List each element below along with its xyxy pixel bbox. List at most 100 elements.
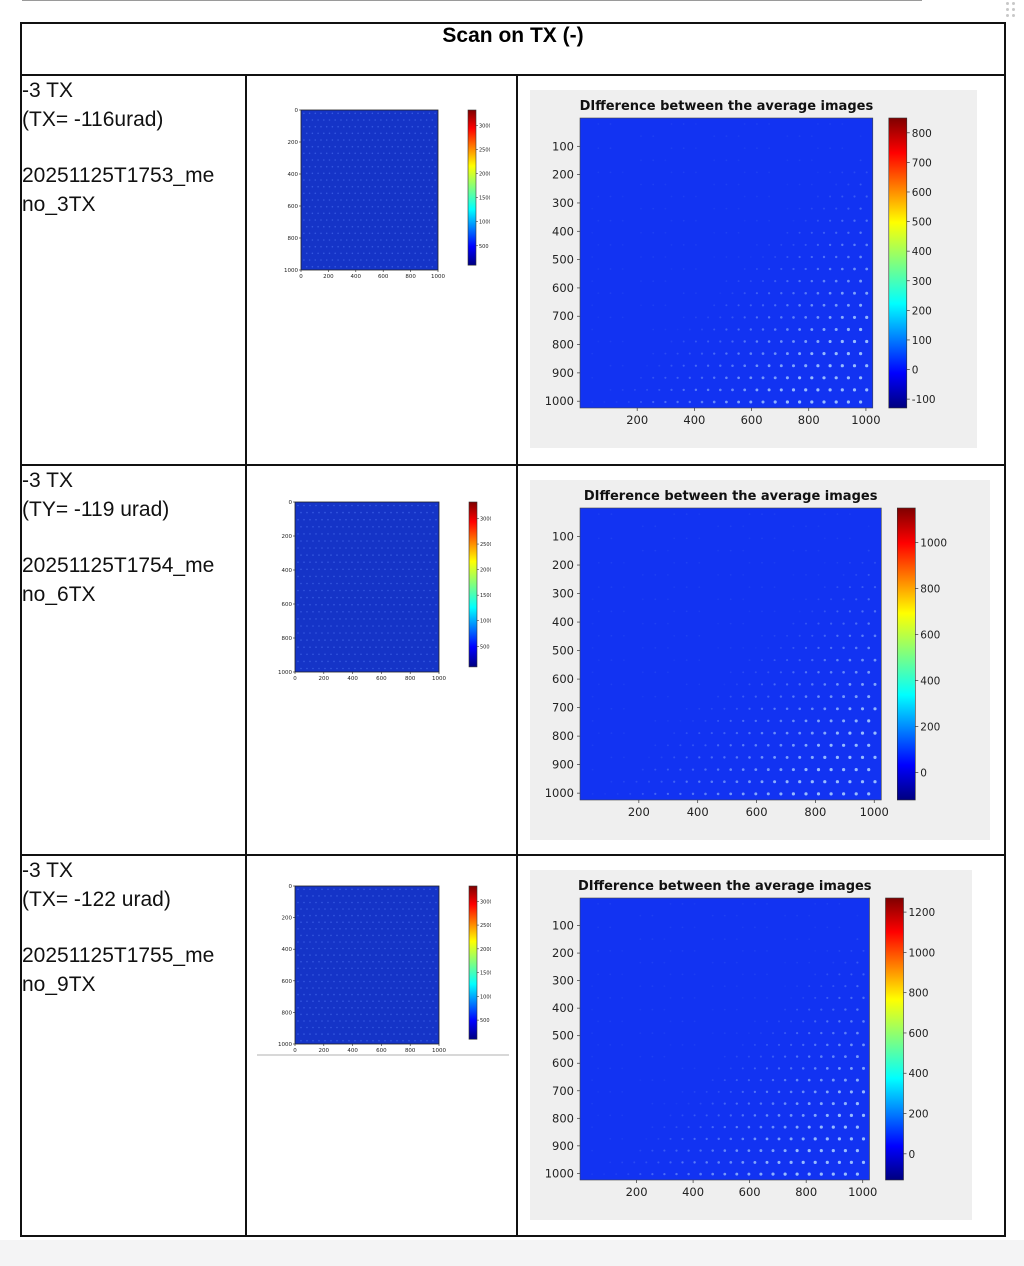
spot-mark — [432, 568, 434, 570]
spot-mark — [351, 617, 353, 620]
spot-mark — [403, 159, 405, 161]
spot-mark — [591, 985, 593, 988]
spot-mark — [384, 948, 386, 950]
spot-mark — [428, 219, 431, 221]
spot-mark — [648, 756, 650, 759]
spot-mark — [342, 1000, 344, 1003]
spot-mark — [348, 1013, 350, 1016]
spot-mark — [369, 603, 371, 606]
spot-mark — [759, 1126, 763, 1129]
spot-mark — [377, 165, 379, 168]
spot-mark — [873, 634, 877, 637]
spot-mark — [321, 994, 323, 996]
spot-mark — [366, 667, 368, 670]
spot-mark — [340, 239, 342, 241]
spot-mark — [402, 667, 404, 670]
spot-mark — [623, 756, 625, 759]
x-tick-label: 1000 — [432, 676, 446, 682]
spot-mark — [311, 159, 314, 161]
spot-mark — [348, 639, 350, 641]
spot-mark — [691, 743, 695, 747]
spot-mark — [369, 589, 371, 592]
spot-mark — [320, 192, 322, 195]
spot-mark — [366, 921, 368, 924]
spot-mark — [388, 219, 391, 221]
spot-mark — [867, 622, 870, 625]
spot-mark — [314, 165, 317, 168]
spot-mark — [652, 256, 655, 258]
spot-mark — [754, 695, 757, 698]
spot-mark — [309, 1033, 311, 1036]
spot-mark — [723, 755, 726, 759]
spot-mark — [399, 1033, 401, 1036]
spot-mark — [330, 653, 332, 655]
spot-mark — [627, 401, 630, 404]
spot-mark — [817, 670, 820, 674]
spot-mark — [394, 192, 396, 195]
spot-mark — [741, 1114, 745, 1117]
spot-mark — [383, 219, 385, 221]
spot-mark — [323, 239, 325, 241]
spot-mark — [723, 962, 726, 964]
spot-mark — [300, 961, 302, 963]
spot-mark — [343, 179, 345, 181]
spot-mark — [317, 252, 319, 255]
spot-mark — [431, 252, 434, 255]
spot-mark — [755, 316, 759, 319]
spot-mark — [621, 997, 624, 1000]
spot-mark — [836, 585, 839, 588]
spot-mark — [842, 622, 845, 625]
spot-mark — [384, 539, 386, 542]
spot-mark — [383, 179, 385, 181]
spot-mark — [369, 994, 371, 996]
spot-mark — [351, 660, 353, 662]
spot-mark — [639, 1173, 642, 1176]
spot-mark — [339, 888, 341, 891]
spot-mark — [327, 941, 329, 944]
drag-handle-icon[interactable] — [1006, 2, 1020, 20]
spot-mark — [333, 546, 335, 549]
spot-mark — [853, 291, 856, 295]
colorbar-tick-label: 500 — [479, 244, 489, 250]
spot-mark — [387, 575, 389, 577]
spot-mark — [767, 646, 770, 649]
spot-mark — [428, 165, 431, 168]
spot-mark — [354, 653, 356, 655]
spot-mark — [360, 1027, 362, 1029]
spot-mark — [414, 974, 416, 977]
spot-mark — [325, 125, 328, 128]
spot-mark — [804, 622, 808, 625]
spot-mark — [669, 997, 672, 1000]
spot-mark — [357, 646, 359, 648]
spot-mark — [403, 239, 405, 241]
spot-mark — [372, 961, 374, 963]
spot-mark — [426, 525, 428, 528]
spot-mark — [408, 185, 411, 188]
spot-mark — [852, 364, 857, 368]
spot-mark — [405, 631, 407, 634]
spot-mark — [337, 125, 339, 128]
spot-mark — [360, 961, 362, 963]
spot-mark — [729, 1161, 733, 1165]
spot-mark — [429, 631, 431, 634]
spot-mark — [408, 974, 410, 977]
spot-mark — [429, 589, 431, 592]
spot-mark — [333, 928, 335, 930]
spot-mark — [327, 589, 329, 592]
spot-mark — [723, 780, 726, 783]
spot-mark — [651, 1056, 654, 1058]
spot-mark — [789, 1090, 793, 1094]
spot-mark — [434, 139, 436, 141]
spot-mark — [719, 316, 722, 319]
spot-mark — [645, 1161, 648, 1164]
spot-mark — [345, 902, 347, 904]
spot-mark — [853, 243, 856, 247]
spot-mark — [810, 304, 814, 307]
spot-mark — [798, 755, 802, 759]
spot-mark — [842, 792, 846, 796]
spot-mark — [402, 653, 404, 655]
spot-mark — [429, 1033, 431, 1036]
spot-mark — [742, 549, 745, 552]
spot-mark — [804, 364, 808, 368]
spot-mark — [345, 252, 348, 255]
